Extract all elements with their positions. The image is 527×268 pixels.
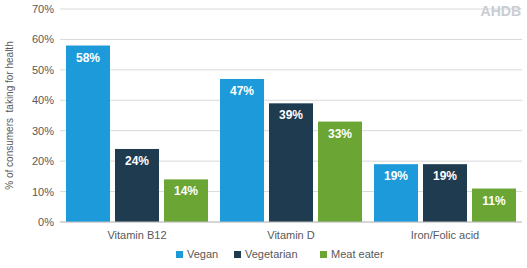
data-label: 47% bbox=[230, 84, 254, 98]
data-label: 39% bbox=[279, 108, 303, 122]
grid-line bbox=[60, 9, 522, 10]
y-axis-title: % of consumers taking for health bbox=[4, 41, 15, 189]
y-tick-label: 60% bbox=[32, 33, 54, 45]
bar bbox=[423, 164, 467, 222]
grid-line bbox=[60, 100, 522, 101]
bar bbox=[115, 149, 159, 222]
bars bbox=[66, 46, 516, 222]
bar bbox=[220, 79, 264, 222]
x-axis-line bbox=[60, 222, 522, 223]
legend-swatch bbox=[234, 251, 241, 258]
grid bbox=[60, 9, 522, 222]
bar bbox=[374, 164, 418, 222]
legend: Vegan Vegetarian Meat eater bbox=[176, 248, 384, 260]
y-tick-label: 50% bbox=[32, 64, 54, 76]
legend-label: Vegetarian bbox=[245, 248, 298, 260]
y-tick-label: 10% bbox=[32, 186, 54, 198]
legend-swatch bbox=[320, 251, 327, 258]
legend-label: Vegan bbox=[187, 248, 218, 260]
bar bbox=[269, 103, 313, 222]
y-tick-label: 20% bbox=[32, 155, 54, 167]
y-tick-label: 0% bbox=[38, 216, 54, 228]
grid-line bbox=[60, 69, 522, 70]
bar bbox=[66, 46, 110, 222]
legend-label: Meat eater bbox=[331, 248, 384, 260]
x-tick-label: Vitamin B12 bbox=[107, 229, 166, 241]
data-label: 19% bbox=[433, 169, 457, 183]
chart-svg: 0% 10% 20% 30% 40% 50% 60% 70% % of consumers ta… bbox=[0, 0, 527, 268]
logo: AHDB bbox=[481, 3, 521, 19]
chart-container: 0% 10% 20% 30% 40% 50% 60% 70% % of consumers ta… bbox=[0, 0, 527, 268]
y-tick-label: 70% bbox=[32, 3, 54, 15]
x-tick-label: Vitamin D bbox=[267, 229, 315, 241]
data-label: 33% bbox=[328, 127, 352, 141]
data-label: 19% bbox=[384, 169, 408, 183]
data-label: 11% bbox=[482, 194, 506, 208]
grid-line bbox=[60, 39, 522, 40]
legend-swatch bbox=[176, 251, 183, 258]
data-label: 58% bbox=[76, 51, 100, 65]
y-tick-label: 40% bbox=[32, 94, 54, 106]
data-label: 14% bbox=[174, 184, 198, 198]
bar bbox=[472, 189, 516, 222]
data-label: 24% bbox=[125, 154, 149, 168]
data-labels: 58% 24% 14% 47% 39% 33% 19% 19% 11% bbox=[76, 51, 506, 208]
y-tick-label: 30% bbox=[32, 125, 54, 137]
grid-line bbox=[60, 222, 522, 223]
bar bbox=[164, 179, 208, 222]
bar bbox=[318, 122, 362, 222]
x-tick-label: Iron/Folic acid bbox=[411, 229, 479, 241]
